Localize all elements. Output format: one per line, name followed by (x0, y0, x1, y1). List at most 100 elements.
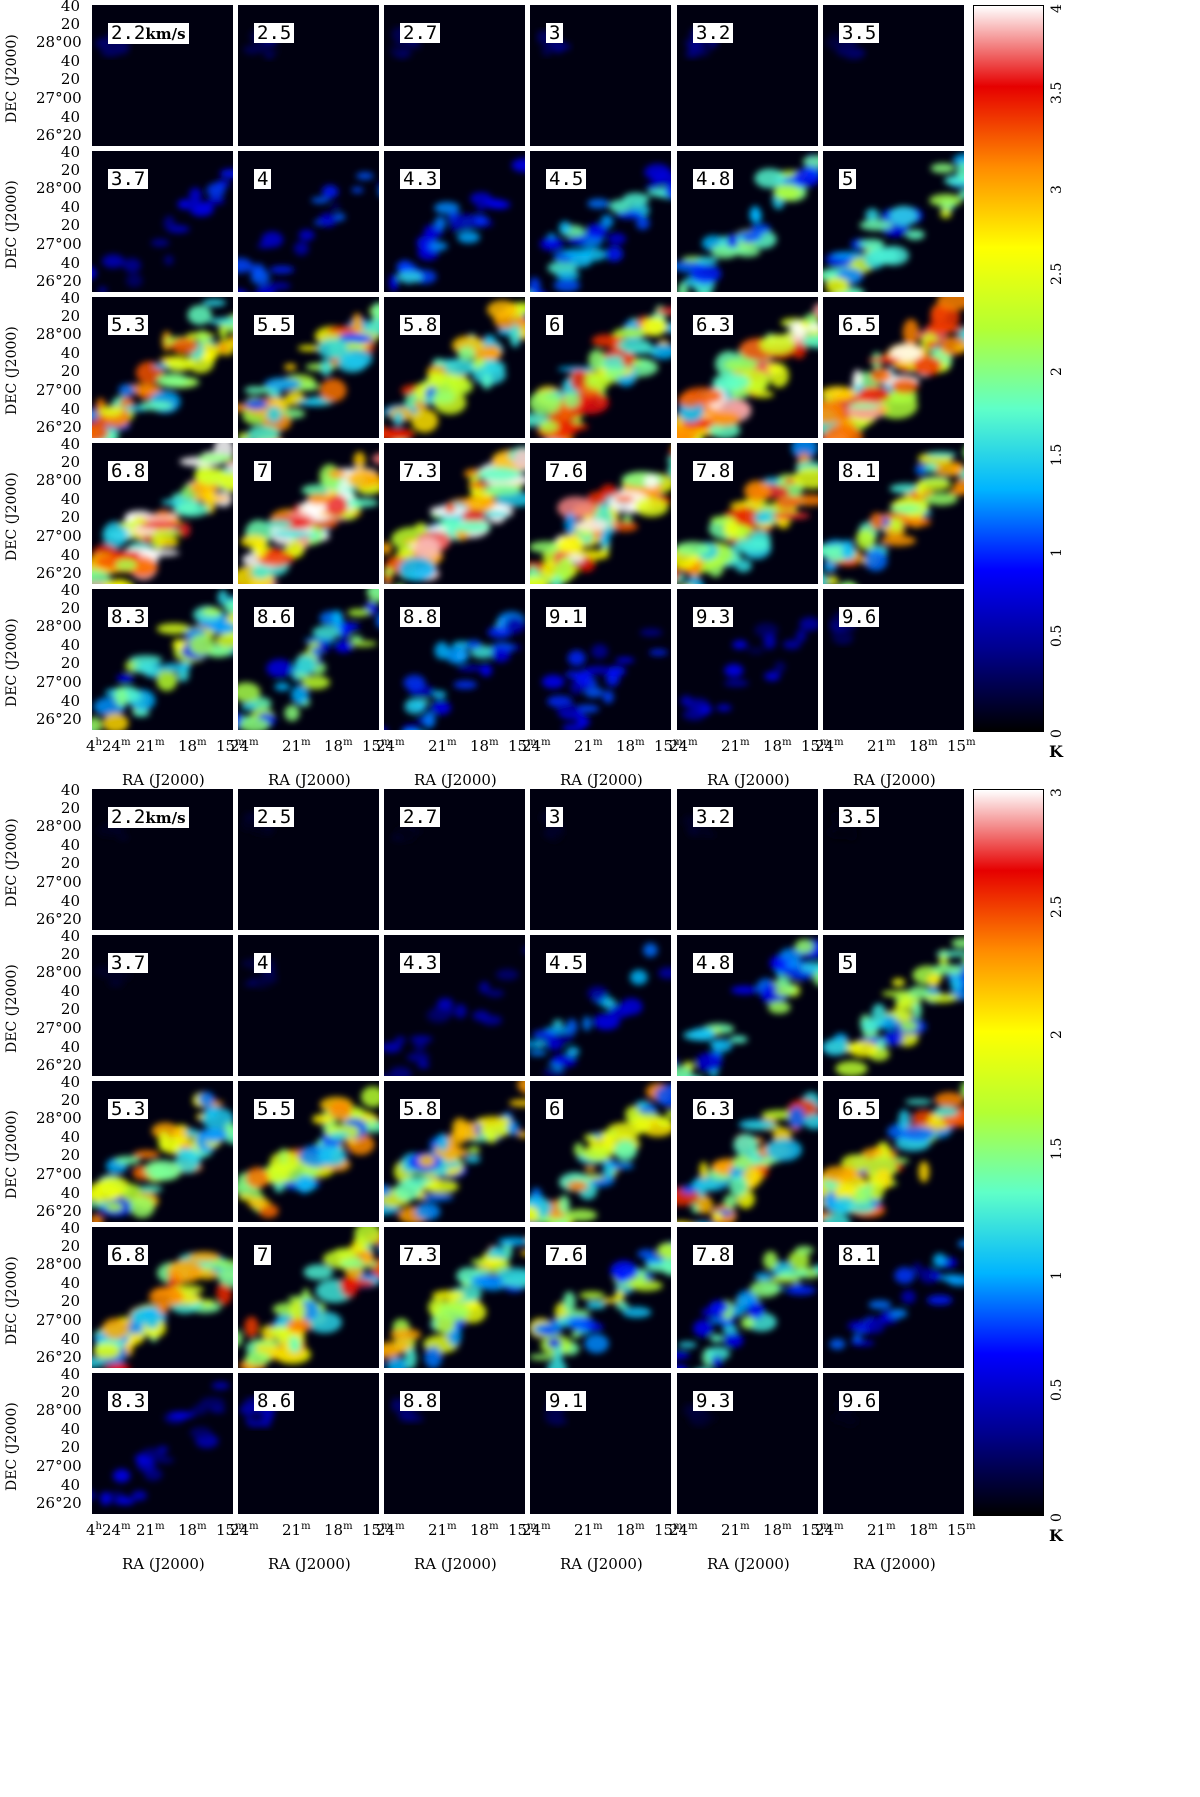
emission-clump (401, 724, 420, 730)
velocity-value: 6 (549, 314, 561, 336)
emission-clump (932, 1253, 947, 1268)
velocity-value: 6.5 (842, 314, 877, 336)
emission-clump (297, 345, 322, 352)
emission-clump (557, 496, 595, 520)
channel-panel: 8.3 (92, 1373, 233, 1514)
emission-clump (384, 541, 392, 555)
emission-clump (208, 621, 233, 634)
emission-clump (857, 386, 891, 403)
dec-tick-label: 20 (60, 854, 80, 872)
emission-clump (539, 420, 559, 433)
emission-clump (950, 461, 963, 476)
emission-clump (882, 1031, 904, 1046)
emission-clump (563, 1291, 576, 1313)
channel-panel: 2.7 (384, 5, 525, 146)
dec-tick-label: 26°20 (36, 1348, 82, 1366)
emission-clump (788, 1106, 806, 1129)
emission-clump (622, 1306, 652, 1318)
emission-clump (763, 1251, 778, 1270)
channel-panel: 5.8 (384, 297, 525, 438)
emission-clump (963, 448, 964, 457)
velocity-value: 7 (257, 1244, 269, 1266)
emission-clump (414, 537, 441, 560)
dec-tick-label: 28°00 (36, 471, 82, 489)
emission-clump (763, 633, 776, 650)
channel-panel: 7 (238, 443, 379, 584)
ra-tick-label: 4h24m (86, 1521, 131, 1539)
dec-tick-label: 26°20 (36, 1202, 82, 1220)
emission-clump (587, 986, 608, 1001)
emission-clump (612, 521, 638, 532)
emission-clump (92, 422, 109, 438)
emission-clump (891, 978, 906, 987)
emission-clump (586, 1300, 600, 1310)
velocity-label: 8.8 (400, 1391, 441, 1411)
emission-clump (390, 1328, 422, 1341)
dec-tick-label: 28°00 (36, 1255, 82, 1273)
emission-clump (321, 184, 339, 199)
emission-clump (931, 964, 964, 975)
velocity-label: 9.1 (546, 1391, 587, 1411)
emission-clump (108, 979, 123, 988)
emission-clump (119, 397, 135, 407)
emission-clump (776, 976, 791, 989)
channel-panel: 5.3 (92, 297, 233, 438)
velocity-label: 8.1 (839, 461, 880, 481)
emission-clump (562, 723, 585, 730)
colorbar-tick-label: 0.5 (1049, 625, 1065, 648)
emission-clump (918, 477, 952, 491)
emission-clump (891, 378, 919, 394)
emission-clump (667, 464, 671, 477)
emission-clump (551, 1054, 577, 1068)
emission-map (823, 448, 964, 584)
velocity-value: 5.8 (403, 314, 438, 336)
emission-clump (291, 685, 309, 705)
emission-clump (639, 628, 663, 637)
emission-clump (858, 238, 885, 250)
emission-clump (411, 408, 439, 433)
channel-panel: 9.6 (823, 1373, 964, 1514)
velocity-value: 2.2 (111, 22, 146, 44)
emission-clump (299, 382, 320, 391)
emission-clump (378, 189, 379, 195)
emission-clump (825, 575, 839, 584)
emission-clump (199, 1397, 226, 1410)
emission-clump (564, 1209, 598, 1222)
emission-clump (749, 1280, 781, 1298)
emission-clump (890, 517, 902, 532)
emission-clump (629, 1280, 663, 1292)
emission-clump (129, 655, 163, 665)
ra-tick-label: 24m (815, 737, 844, 755)
emission-clump (116, 1497, 135, 1505)
emission-clump (562, 248, 593, 258)
emission-clump (537, 30, 549, 44)
emission-clump (775, 985, 794, 997)
velocity-label: 6.8 (108, 461, 149, 481)
channel-panel: 2.2km/s (92, 5, 233, 146)
dec-tick-label: 27°00 (36, 1165, 82, 1183)
ra-tick-label: 21m (136, 737, 165, 755)
emission-clump (706, 1346, 731, 1361)
emission-clump (645, 1262, 671, 1273)
emission-map (238, 589, 379, 730)
emission-clump (792, 467, 818, 489)
velocity-unit: km/s (145, 809, 186, 827)
emission-clump (443, 359, 475, 376)
emission-clump (395, 826, 405, 838)
channel-panel: 4 (238, 935, 379, 1076)
emission-clump (587, 198, 610, 209)
emission-clump (802, 155, 818, 168)
channel-panel: 3.7 (92, 935, 233, 1076)
emission-clump (477, 467, 522, 482)
emission-clump (245, 1167, 269, 1189)
dec-tick-label: 20 (60, 70, 80, 88)
colorbar-tick-label: 1 (1049, 1271, 1065, 1281)
channel-panel: 2.7 (384, 789, 525, 930)
emission-clump (773, 184, 801, 201)
dec-tick-label: 20 (60, 508, 80, 526)
emission-clump (831, 1412, 851, 1424)
dec-tick-label: 40 (60, 400, 80, 418)
velocity-label: 8.3 (108, 1391, 149, 1411)
emission-clump (464, 1154, 481, 1164)
emission-clump (511, 158, 525, 173)
